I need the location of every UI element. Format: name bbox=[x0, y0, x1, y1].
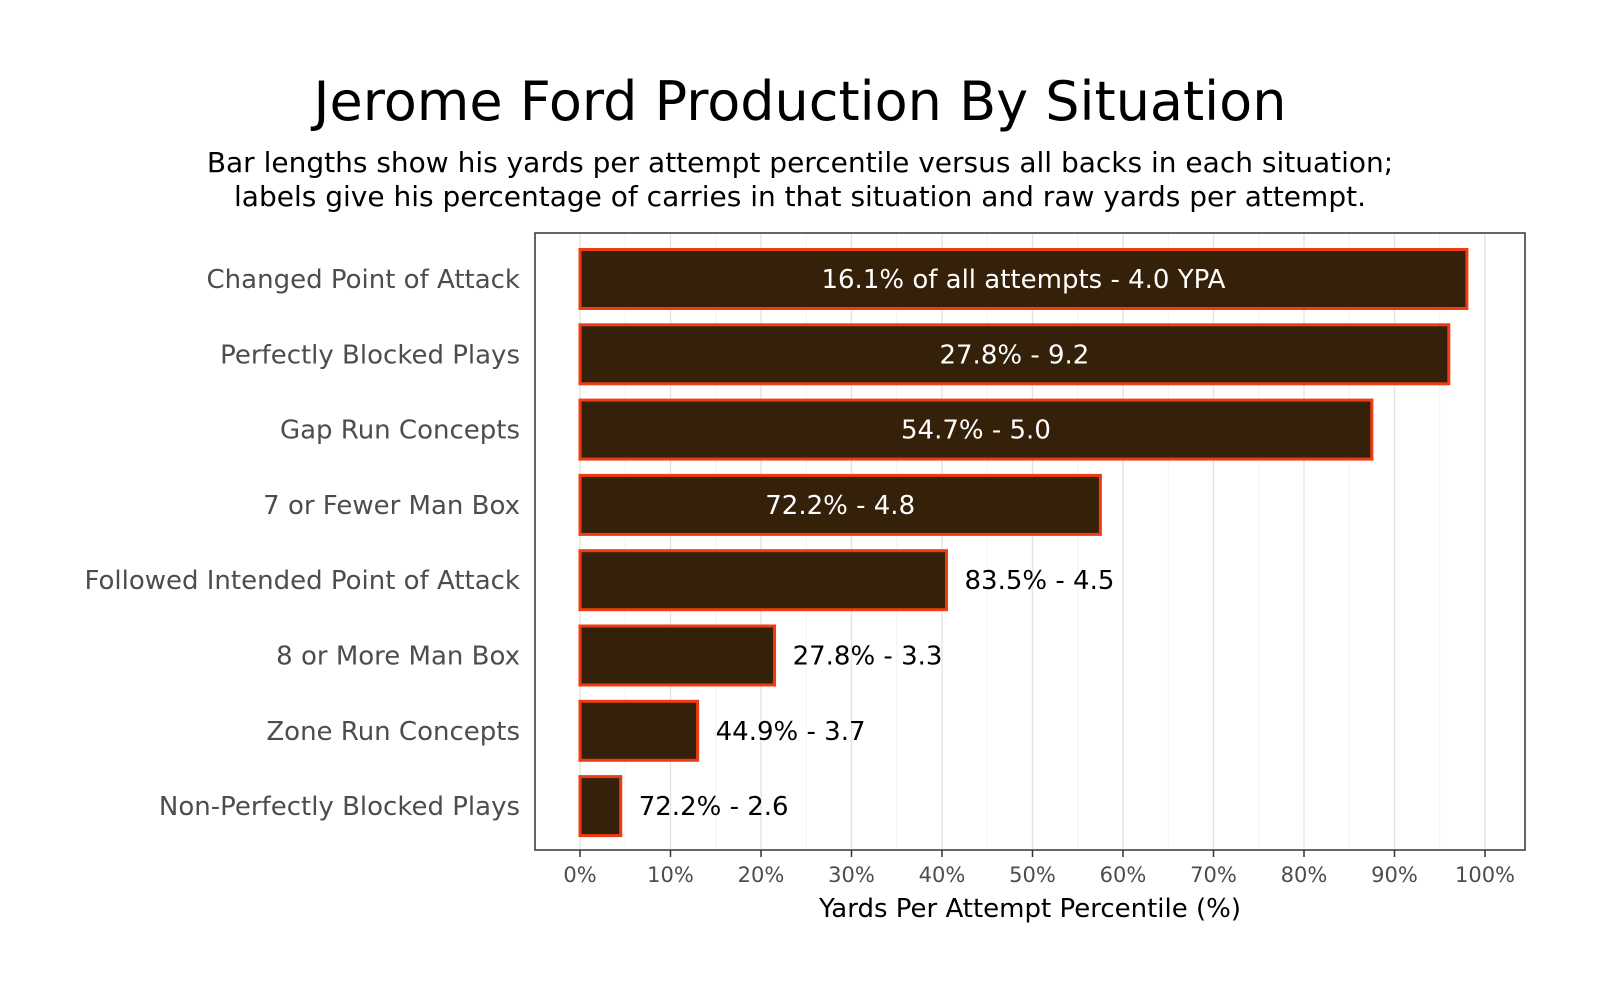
y-category-label: 8 or More Man Box bbox=[276, 642, 520, 672]
chart-subtitle-line-2: labels give his percentage of carries in… bbox=[234, 180, 1366, 213]
x-tick-label: 80% bbox=[1281, 863, 1328, 887]
x-tick-label: 20% bbox=[738, 863, 785, 887]
bar-value-label: 83.5% - 4.5 bbox=[965, 566, 1115, 596]
bar-value-label: 72.2% - 4.8 bbox=[765, 491, 915, 521]
y-category-label: Perfectly Blocked Plays bbox=[220, 340, 520, 370]
y-axis-labels: Changed Point of Attack Perfectly Blocked… bbox=[84, 265, 520, 822]
bar-value-label: 54.7% - 5.0 bbox=[901, 416, 1051, 446]
bar bbox=[578, 699, 700, 762]
chart-title: Jerome Ford Production By Situation bbox=[311, 70, 1287, 133]
x-tick-label: 60% bbox=[1100, 863, 1147, 887]
x-tick-label: 30% bbox=[828, 863, 875, 887]
bar bbox=[578, 624, 777, 687]
x-tick-label: 10% bbox=[647, 863, 694, 887]
bar-labels: 16.1% of all attempts - 4.0 YPA 27.8% - 9… bbox=[639, 265, 1226, 822]
bar-value-label: 72.2% - 2.6 bbox=[639, 792, 789, 822]
bar bbox=[578, 323, 1451, 386]
x-tick-label: 40% bbox=[919, 863, 966, 887]
bar-value-label: 27.8% - 9.2 bbox=[939, 340, 1089, 370]
bar bbox=[578, 248, 1469, 310]
bars bbox=[578, 248, 1469, 838]
y-category-label: Zone Run Concepts bbox=[266, 717, 520, 747]
bar bbox=[578, 473, 1102, 536]
x-tick-label: 90% bbox=[1371, 863, 1418, 887]
chart-subtitle-line-1: Bar lengths show his yards per attempt p… bbox=[207, 146, 1393, 179]
y-category-label: Gap Run Concepts bbox=[280, 416, 520, 446]
bar-value-label: 16.1% of all attempts - 4.0 YPA bbox=[821, 265, 1225, 295]
bar-value-label: 44.9% - 3.7 bbox=[716, 717, 866, 747]
x-axis-title: Yards Per Attempt Percentile (%) bbox=[818, 894, 1241, 924]
x-tick-label: 100% bbox=[1455, 863, 1515, 887]
bar bbox=[578, 775, 623, 838]
y-category-label: 7 or Fewer Man Box bbox=[263, 491, 520, 521]
x-tick-label: 70% bbox=[1190, 863, 1237, 887]
bar bbox=[578, 398, 1374, 461]
x-tick-label: 50% bbox=[1009, 863, 1056, 887]
bar bbox=[578, 549, 949, 612]
x-tick-label: 0% bbox=[563, 863, 596, 887]
y-category-label: Changed Point of Attack bbox=[207, 265, 520, 295]
x-axis-ticks: 0% 10% 20% 30% 40% 50% 60% 70% 80% 90% 100% bbox=[563, 850, 1515, 887]
y-category-label: Non-Perfectly Blocked Plays bbox=[159, 792, 520, 822]
bar-value-label: 27.8% - 3.3 bbox=[793, 642, 943, 672]
y-category-label: Followed Intended Point of Attack bbox=[84, 566, 520, 596]
